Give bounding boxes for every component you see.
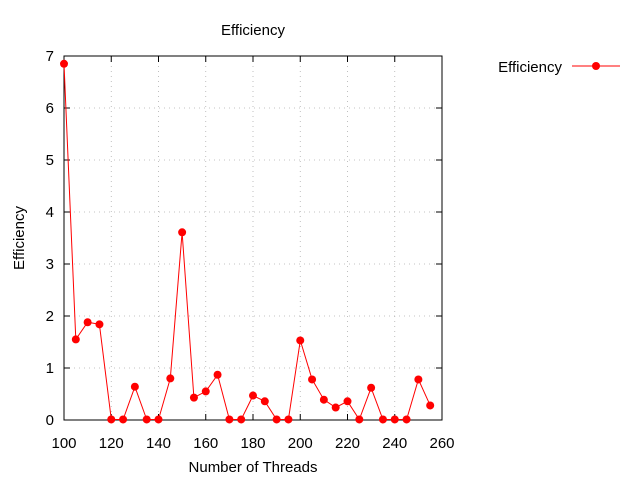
x-tick-label: 260	[429, 435, 454, 452]
legend: Efficiency	[498, 59, 620, 76]
data-point	[107, 415, 116, 424]
data-point	[308, 375, 317, 384]
data-point	[225, 415, 234, 424]
data-point	[130, 382, 139, 391]
data-point	[95, 320, 104, 329]
axis-ticks: 100 120 140 160 180 200 220 240 260 0 1 2 3 4 5 6 7	[46, 48, 455, 452]
x-tick-label: 220	[335, 435, 360, 452]
data-point	[201, 387, 210, 396]
y-tick-label: 5	[46, 152, 54, 169]
data-point	[71, 335, 80, 344]
data-point	[402, 415, 411, 424]
x-tick-label: 100	[51, 435, 76, 452]
data-point	[142, 415, 151, 424]
x-tick-label: 140	[146, 435, 171, 452]
y-tick-label: 6	[46, 100, 54, 117]
data-point	[119, 415, 128, 424]
plot-frame	[63, 55, 443, 421]
y-tick-label: 0	[46, 412, 54, 429]
data-point	[83, 318, 92, 327]
y-tick-label: 3	[46, 256, 54, 273]
data-point	[260, 397, 269, 406]
y-tick-label: 2	[46, 308, 54, 325]
y-tick-label: 1	[46, 360, 54, 377]
legend-label-efficiency: Efficiency	[498, 59, 562, 76]
data-point	[426, 401, 435, 410]
x-tick-label: 200	[288, 435, 313, 452]
data-point	[166, 374, 175, 383]
series-layer	[60, 59, 435, 424]
x-tick-label: 180	[240, 435, 265, 452]
series-line-efficiency	[63, 63, 431, 421]
legend-marker-efficiency	[592, 62, 600, 70]
x-axis-label: Number of Threads	[189, 459, 318, 476]
data-point	[331, 403, 340, 412]
data-point	[390, 415, 399, 424]
data-point	[319, 395, 328, 404]
data-point	[154, 415, 163, 424]
chart-title: Efficiency	[221, 22, 285, 39]
data-point	[272, 415, 281, 424]
data-point	[343, 397, 352, 406]
x-tick-label: 240	[382, 435, 407, 452]
data-point	[237, 415, 246, 424]
grid-lines	[64, 56, 442, 420]
data-point	[60, 59, 68, 68]
data-point	[178, 228, 187, 237]
x-tick-label: 160	[193, 435, 218, 452]
y-tick-label: 7	[46, 48, 54, 65]
data-point	[414, 375, 423, 384]
data-point	[378, 415, 387, 424]
data-point	[367, 383, 376, 392]
data-point	[296, 336, 305, 345]
data-point	[213, 370, 222, 379]
data-point	[284, 415, 293, 424]
x-tick-label: 120	[99, 435, 124, 452]
data-point	[249, 391, 257, 400]
data-point	[189, 393, 198, 402]
y-axis-label: Efficiency	[11, 206, 28, 270]
y-tick-label: 4	[46, 204, 54, 221]
data-point	[355, 415, 364, 424]
